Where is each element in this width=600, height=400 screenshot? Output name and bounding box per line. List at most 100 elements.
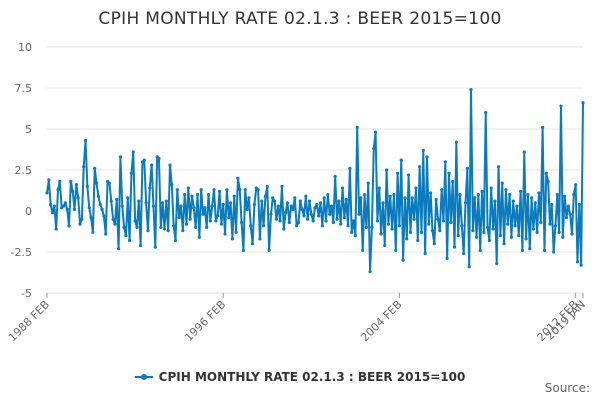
data-point[interactable] [581, 101, 585, 105]
data-point[interactable] [128, 238, 132, 243]
data-point[interactable] [137, 199, 141, 203]
data-point[interactable] [579, 263, 583, 267]
data-point[interactable] [102, 214, 106, 218]
data-point[interactable] [150, 163, 154, 167]
data-point[interactable] [234, 230, 238, 234]
data-point[interactable] [346, 224, 350, 228]
data-point[interactable] [228, 201, 233, 205]
data-point[interactable] [388, 194, 392, 198]
data-point[interactable] [324, 219, 328, 223]
data-point[interactable] [107, 181, 112, 185]
data-point[interactable] [93, 166, 97, 170]
data-point[interactable] [546, 179, 550, 184]
data-point[interactable] [47, 178, 51, 182]
data-point[interactable] [478, 248, 482, 252]
data-point[interactable] [287, 220, 291, 225]
data-point[interactable] [350, 230, 354, 234]
data-point[interactable] [194, 225, 198, 229]
data-point[interactable] [361, 248, 365, 252]
data-point[interactable] [333, 174, 337, 179]
data-point[interactable] [427, 222, 431, 226]
data-point[interactable] [476, 193, 480, 197]
data-point[interactable] [295, 224, 299, 228]
data-point[interactable] [474, 235, 479, 239]
data-point[interactable] [56, 188, 60, 192]
data-point[interactable] [535, 230, 539, 234]
data-point[interactable] [201, 212, 205, 216]
data-point[interactable] [298, 199, 302, 203]
data-point[interactable] [414, 186, 418, 190]
data-point[interactable] [434, 197, 438, 202]
legend-item[interactable]: CPIH MONTHLY RATE 02.1.3 : BEER 2015=100 [134, 370, 465, 384]
data-point[interactable] [351, 219, 356, 223]
data-point[interactable] [561, 235, 565, 239]
data-point[interactable] [197, 235, 201, 239]
data-point[interactable] [291, 207, 295, 211]
data-point[interactable] [370, 225, 374, 229]
data-point[interactable] [557, 230, 561, 234]
data-point[interactable] [548, 222, 552, 226]
data-point[interactable] [293, 196, 297, 200]
data-point[interactable] [533, 201, 537, 205]
data-point[interactable] [396, 171, 400, 175]
data-point[interactable] [250, 242, 255, 246]
data-point[interactable] [355, 125, 359, 129]
data-point[interactable] [276, 204, 280, 208]
data-point[interactable] [366, 181, 370, 185]
data-point[interactable] [377, 186, 381, 190]
data-point[interactable] [487, 238, 491, 243]
data-point[interactable] [252, 202, 257, 207]
data-point[interactable] [245, 207, 249, 211]
data-point[interactable] [65, 207, 69, 211]
data-point[interactable] [217, 189, 222, 193]
data-point[interactable] [210, 204, 214, 208]
data-point[interactable] [203, 206, 207, 210]
data-point[interactable] [397, 224, 402, 228]
data-point[interactable] [574, 183, 578, 187]
data-point[interactable] [502, 242, 506, 246]
data-point[interactable] [144, 201, 148, 205]
data-point[interactable] [407, 173, 411, 177]
data-point[interactable] [115, 197, 119, 202]
data-point[interactable] [537, 191, 541, 195]
data-point[interactable] [340, 186, 345, 190]
data-point[interactable] [511, 199, 515, 203]
data-point[interactable] [344, 197, 348, 202]
data-point[interactable] [129, 171, 134, 175]
data-point[interactable] [289, 204, 293, 208]
data-point[interactable] [348, 166, 352, 170]
data-point[interactable] [282, 227, 286, 231]
data-point[interactable] [443, 160, 447, 164]
data-point[interactable] [94, 181, 99, 185]
data-point[interactable] [362, 193, 367, 197]
data-point[interactable] [91, 230, 95, 234]
data-point[interactable] [489, 186, 493, 190]
data-point[interactable] [78, 222, 82, 226]
data-point[interactable] [436, 217, 440, 221]
data-point[interactable] [157, 156, 161, 161]
data-point[interactable] [493, 199, 497, 203]
data-point[interactable] [227, 215, 231, 220]
data-point[interactable] [405, 237, 409, 241]
data-point[interactable] [555, 193, 559, 197]
data-point[interactable] [296, 220, 301, 225]
data-point[interactable] [190, 194, 194, 198]
data-point[interactable] [69, 179, 73, 184]
data-point[interactable] [526, 193, 530, 197]
data-point[interactable] [96, 194, 100, 198]
data-point[interactable] [124, 234, 128, 238]
data-point[interactable] [265, 184, 269, 188]
data-point[interactable] [232, 194, 236, 198]
data-point[interactable] [572, 193, 576, 197]
data-point[interactable] [342, 215, 346, 220]
data-point[interactable] [315, 202, 319, 207]
data-point[interactable] [131, 150, 135, 154]
data-point[interactable] [463, 201, 468, 205]
data-point[interactable] [67, 224, 71, 228]
data-point[interactable] [113, 222, 117, 226]
data-point[interactable] [520, 248, 525, 252]
data-point[interactable] [278, 219, 282, 223]
data-point[interactable] [76, 196, 80, 200]
data-point[interactable] [151, 204, 156, 208]
data-point[interactable] [192, 206, 196, 210]
